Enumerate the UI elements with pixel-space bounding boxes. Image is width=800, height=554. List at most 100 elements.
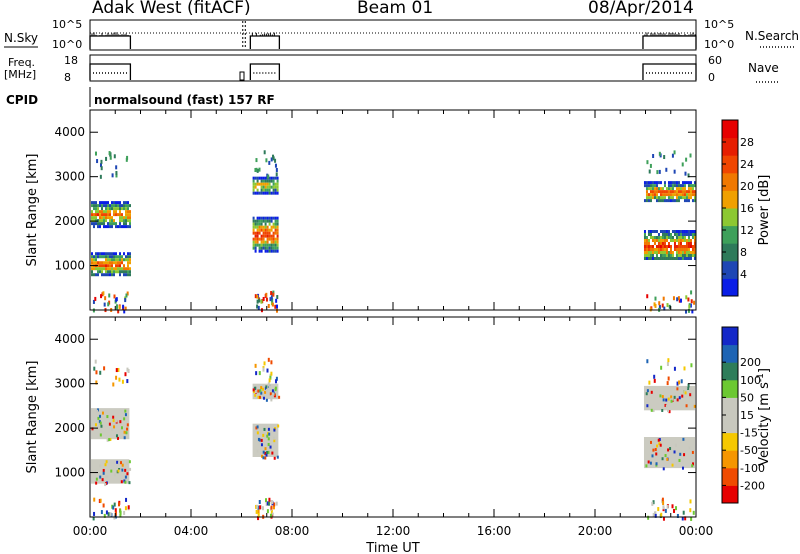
power-cell <box>667 199 670 203</box>
velocity-cell <box>254 390 257 394</box>
power-cell <box>653 181 656 185</box>
power-cell <box>651 190 654 194</box>
power-cell <box>649 196 652 200</box>
power-cell <box>264 191 267 195</box>
power-cell <box>685 239 688 242</box>
velocity-cell <box>102 471 105 475</box>
power-cell <box>687 245 690 248</box>
nave-label: Nave <box>748 61 779 75</box>
power-cell <box>113 252 115 256</box>
power-cell <box>661 199 664 203</box>
power-cell <box>653 184 656 188</box>
power-cell <box>266 185 269 189</box>
power-cell <box>91 267 93 271</box>
velocity-cell <box>256 431 259 435</box>
power-cell <box>673 184 676 188</box>
power-cell <box>649 193 652 197</box>
power-cell <box>93 261 95 265</box>
power-cell <box>127 258 129 262</box>
power-cell <box>659 193 662 197</box>
power-cell <box>125 255 127 259</box>
power-cell <box>103 210 105 214</box>
velocity-cell <box>95 481 98 485</box>
velocity-speckle <box>653 374 656 379</box>
power-cell <box>663 199 666 203</box>
power-cell <box>93 213 95 217</box>
power-cell <box>663 254 666 257</box>
power-cell <box>663 239 666 242</box>
power-speckle <box>672 296 675 301</box>
power-cell <box>125 219 127 223</box>
power-cell <box>671 193 674 197</box>
power-speckle <box>275 298 278 303</box>
velocity-cell <box>260 443 263 447</box>
power-cell <box>675 239 678 242</box>
power-cell <box>669 251 672 254</box>
power-cell <box>260 176 263 180</box>
power-cell <box>647 230 650 233</box>
power-cell <box>272 243 275 247</box>
power-cell <box>258 176 261 180</box>
velocity-cell <box>117 469 120 473</box>
power-cell <box>272 185 275 189</box>
power-cell <box>276 176 279 180</box>
velocity-cell <box>267 442 270 446</box>
power-cell <box>101 270 103 274</box>
power-cell <box>651 181 654 185</box>
power-cell <box>266 237 269 241</box>
power-cell <box>115 213 117 217</box>
power-cell <box>667 242 670 245</box>
velocity-cell <box>104 483 107 487</box>
power-cell <box>117 225 119 229</box>
power-speckle <box>255 158 258 163</box>
velocity-cell <box>277 424 280 428</box>
power-cell <box>657 190 660 194</box>
power-cell <box>268 182 271 186</box>
power-cell <box>667 196 670 200</box>
velocity-speckle <box>114 508 117 513</box>
power-cell <box>693 184 696 188</box>
velocity-cell <box>693 404 696 408</box>
power-cell <box>663 257 666 260</box>
power-cell <box>113 222 115 226</box>
velocity-cell <box>252 390 255 394</box>
power-cell <box>268 249 271 253</box>
power-cell <box>121 204 123 208</box>
power-cell <box>123 204 125 208</box>
power-cell <box>266 191 269 195</box>
power-cell <box>97 255 99 259</box>
power-cell <box>667 190 670 194</box>
power-cell <box>262 228 265 232</box>
power-cell <box>667 230 670 233</box>
power-speckle <box>102 291 105 296</box>
power-colorbar: 4 8 12 16 20 24 28 <box>721 119 754 297</box>
power-cell <box>659 254 662 257</box>
velocity-cell <box>265 398 268 402</box>
power-cell <box>663 181 666 185</box>
power-cell <box>127 255 129 259</box>
power-cell <box>103 252 105 256</box>
power-speckle <box>99 163 102 168</box>
power-cell <box>679 187 682 191</box>
colorbar-swatch <box>722 485 738 504</box>
power-speckle <box>118 305 121 310</box>
power-cell <box>659 230 662 233</box>
power-cell <box>127 216 129 220</box>
power-cell <box>649 245 652 248</box>
time-tick-label: 16:00 <box>477 524 512 538</box>
colorbar-swatch <box>722 432 738 451</box>
power-cell <box>691 184 694 188</box>
power-cell <box>103 216 105 220</box>
power-speckle <box>646 160 649 165</box>
power-cell <box>107 222 109 226</box>
power-cell <box>260 185 263 189</box>
power-cell <box>95 213 97 217</box>
power-speckle <box>646 294 649 299</box>
power-cell <box>276 234 279 238</box>
velocity-cell <box>273 428 276 432</box>
time-tick-label: 00:00 <box>73 524 108 538</box>
power-cell <box>693 242 696 245</box>
power-cell <box>264 228 267 232</box>
power-cell <box>109 273 111 277</box>
power-cell <box>665 199 668 203</box>
